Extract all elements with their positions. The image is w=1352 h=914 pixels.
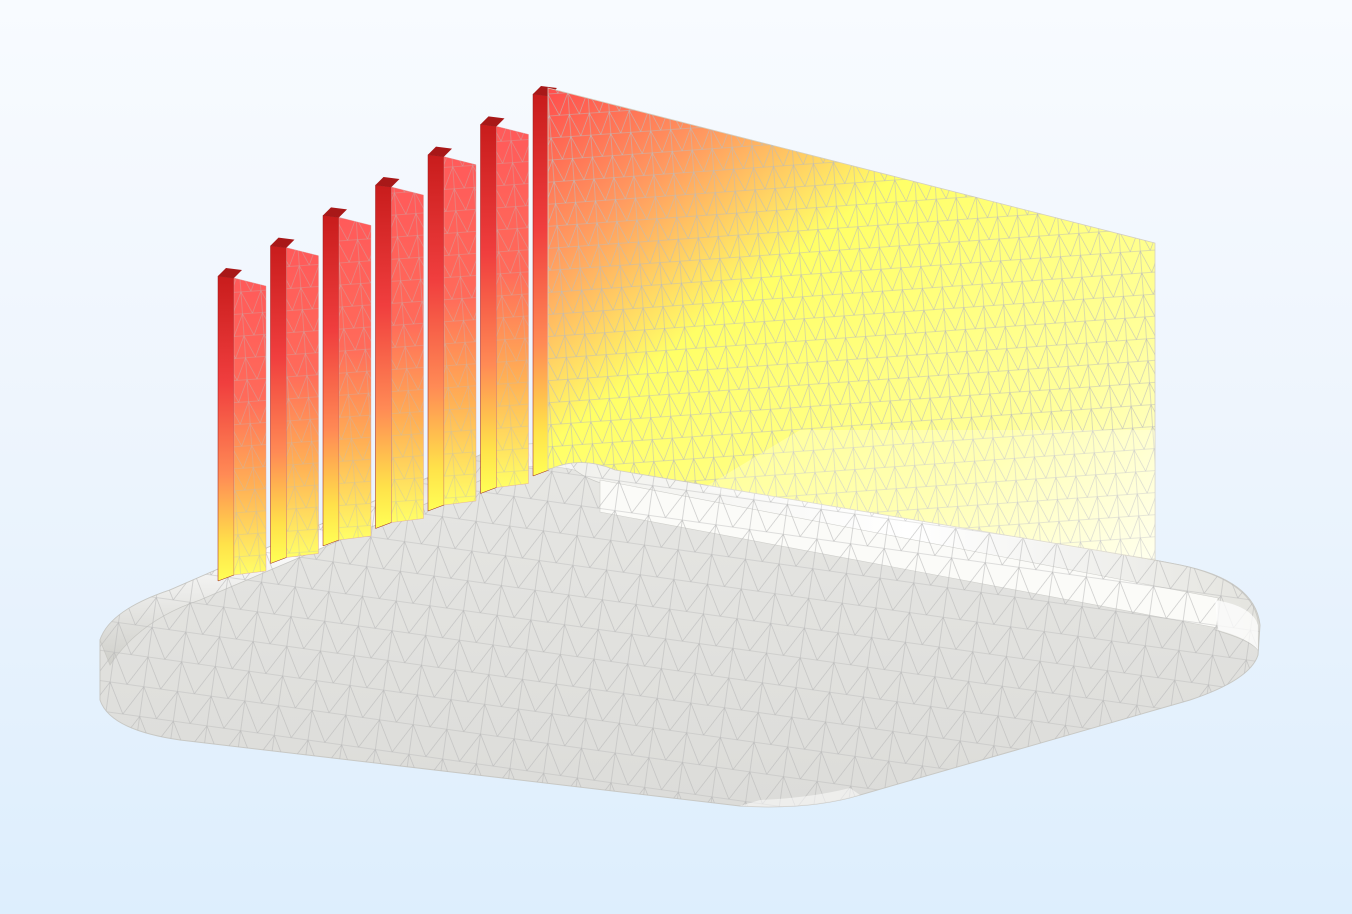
fin-2 <box>270 237 319 564</box>
heat-sink-fins <box>217 86 557 582</box>
fin-6 <box>480 116 529 494</box>
fin-3 <box>322 207 372 547</box>
fin-7 <box>532 86 557 477</box>
fin-4 <box>375 177 424 529</box>
fin-5 <box>427 146 477 512</box>
fin-1 <box>217 268 267 582</box>
front-fin-face <box>547 87 1156 561</box>
